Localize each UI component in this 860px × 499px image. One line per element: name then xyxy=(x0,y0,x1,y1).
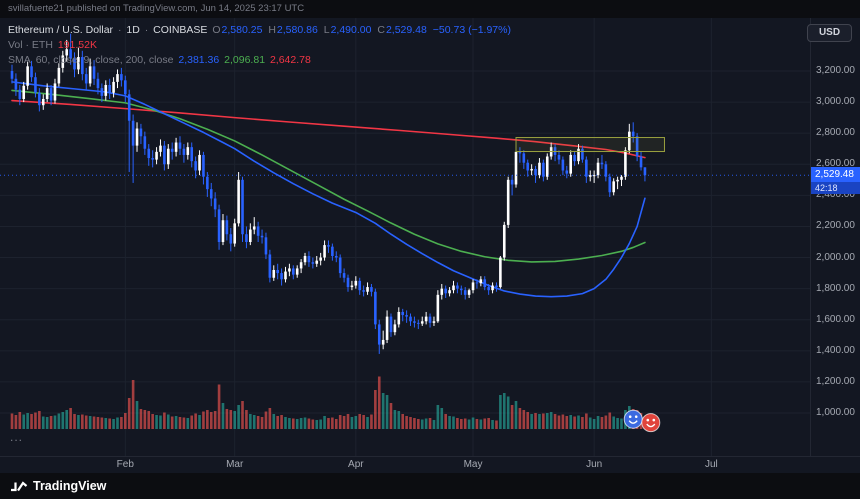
separator-dot: · xyxy=(117,24,122,36)
price-tick-label: 2,800.00 xyxy=(816,127,855,139)
chart-canvas[interactable] xyxy=(0,18,810,456)
sma-line-60[interactable] xyxy=(11,81,646,298)
price-tick-label: 2,000.00 xyxy=(816,251,855,263)
time-axis[interactable]: Feb Mar Apr May Jun Jul xyxy=(0,456,860,473)
candlestick-series[interactable] xyxy=(10,33,647,354)
sma-params: 60, close, 9, close, 200, close xyxy=(35,54,174,66)
price-tick-label: 1,400.00 xyxy=(816,344,855,356)
price-tick-label: 2,400.00 xyxy=(816,189,855,201)
resistance-zone-box[interactable] xyxy=(515,137,665,153)
tradingview-logo-icon xyxy=(11,480,28,491)
price-tick-label: 1,000.00 xyxy=(816,407,855,418)
emoji-sticker-red[interactable] xyxy=(641,413,661,433)
time-tick-label: Feb xyxy=(116,459,134,470)
price-tick-label: 1,600.00 xyxy=(816,313,855,325)
sma-label: SMA xyxy=(8,54,31,66)
chart-area: Ethereum / U.S. Dollar · 1D · COINBASE O… xyxy=(0,18,860,473)
volume-series xyxy=(10,376,647,429)
time-tick-label: Mar xyxy=(226,459,244,470)
time-tick-label: May xyxy=(463,459,483,470)
currency-toggle-button[interactable]: USD xyxy=(807,24,852,42)
interval-label[interactable]: 1D xyxy=(126,24,140,36)
separator-dot: · xyxy=(144,24,149,36)
sma-value-slow: 2,642.78 xyxy=(269,54,311,66)
emoji-sticker-blue[interactable] xyxy=(623,409,643,429)
publish-bar: svillafuerte21 published on TradingView.… xyxy=(0,0,860,18)
volume-legend-row[interactable]: Vol · ETH 191.52K xyxy=(8,38,513,53)
price-tick-label: 2,200.00 xyxy=(816,220,855,232)
tradingview-logo-text: TradingView xyxy=(33,479,107,493)
price-tick-label: 1,800.00 xyxy=(816,282,855,294)
ohlc-close: C2,529.48 xyxy=(377,24,427,36)
price-tick-label: 3,000.00 xyxy=(816,96,855,108)
price-tick-label: 2,600.00 xyxy=(816,158,855,170)
last-price-label: 2,529.48 xyxy=(811,167,860,183)
bar-countdown-label: 42:18 xyxy=(811,182,860,195)
price-axis[interactable]: 3,200.00 3,000.00 2,800.00 2,600.00 2,400.00… xyxy=(810,18,860,456)
time-tick-label: Apr xyxy=(348,459,364,470)
price-change: −50.73 (−1.97%) xyxy=(432,24,511,36)
ohlc-low: L2,490.00 xyxy=(323,24,372,36)
sma-line-mid[interactable] xyxy=(11,89,646,263)
collapsed-legend-ellipsis[interactable]: ... xyxy=(10,430,24,444)
time-tick-label: Jul xyxy=(704,459,718,470)
ohlc-open: O2,580.25 xyxy=(212,24,263,36)
price-chart[interactable] xyxy=(0,18,810,456)
time-tick-label: Jun xyxy=(586,459,603,470)
sma-value-fast: 2,381.36 xyxy=(178,54,220,66)
ohlc-high: H2,580.86 xyxy=(268,24,318,36)
tradingview-logo[interactable]: TradingView xyxy=(10,479,106,493)
symbol-legend-row[interactable]: Ethereum / U.S. Dollar · 1D · COINBASE O… xyxy=(8,23,513,38)
price-tick-label: 1,200.00 xyxy=(816,375,855,387)
footer-bar: TradingView xyxy=(0,473,860,499)
volume-value: 191.52K xyxy=(57,39,97,51)
sma-value-mid: 2,096.81 xyxy=(224,54,266,66)
publish-text: svillafuerte21 published on TradingView.… xyxy=(8,3,305,14)
chart-legend: Ethereum / U.S. Dollar · 1D · COINBASE O… xyxy=(8,23,513,68)
symbol-title: Ethereum / U.S. Dollar xyxy=(8,24,114,36)
price-tick-label: 3,200.00 xyxy=(816,65,855,76)
sma-line-200[interactable] xyxy=(11,99,646,159)
volume-label: Vol · ETH xyxy=(8,39,53,51)
exchange-label: COINBASE xyxy=(153,24,208,36)
sma-legend-row[interactable]: SMA 60, close, 9, close, 200, close 2,38… xyxy=(8,53,513,68)
